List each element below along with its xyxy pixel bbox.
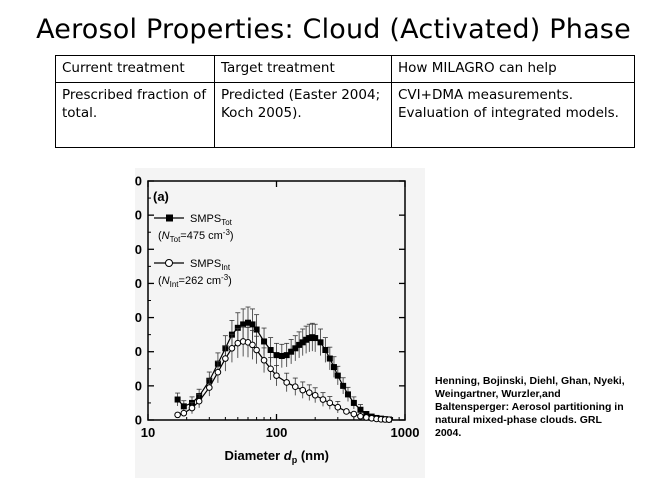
data-point-tot (180, 403, 187, 410)
y-tick-label: 1000 (135, 242, 142, 257)
data-point-tot (240, 321, 247, 328)
cell-target-treatment: Predicted (Easter 2004; Koch 2005). (214, 82, 392, 148)
x-tick-label: 10 (141, 425, 155, 440)
table-row: Prescribed fraction of total. Predicted … (55, 82, 635, 148)
data-point-tot (357, 406, 364, 413)
data-point-int (350, 410, 358, 418)
data-point-tot (306, 335, 313, 342)
data-point-tot (344, 391, 351, 398)
data-point-tot (322, 347, 329, 354)
header-current-treatment: Current treatment (55, 55, 215, 83)
data-point-int (283, 379, 290, 386)
y-tick-label: 1400 (135, 174, 142, 189)
data-point-int (174, 411, 181, 419)
data-point-int (180, 409, 188, 417)
data-point-tot (261, 338, 268, 345)
data-point-int (363, 414, 370, 421)
data-point-int (343, 408, 350, 415)
data-point-tot (174, 396, 181, 403)
x-tick-label: 100 (266, 425, 288, 440)
data-point-tot (234, 324, 241, 331)
y-tick-label: 200 (135, 378, 142, 393)
chart-background (135, 168, 425, 478)
data-point-tot (278, 352, 285, 359)
data-point-int (253, 346, 260, 354)
data-point-tot (326, 355, 333, 362)
data-point-tot (299, 339, 306, 346)
legend-note-tot: (NTot=475 cm-3) (158, 228, 234, 244)
legend-entry-int: SMPSInt (190, 258, 231, 272)
x-tick-label: 1000 (391, 425, 420, 440)
legend-marker-tot (166, 214, 173, 222)
data-point-int (249, 341, 256, 349)
data-point-tot (253, 326, 260, 333)
data-point-int (260, 356, 268, 364)
cell-milagro-help: CVI+DMA measurements. Evaluation of inte… (391, 82, 635, 148)
data-point-int (299, 386, 307, 394)
data-point-tot (244, 319, 251, 326)
citation-text: Henning, Bojinski, Diehl, Ghan, Nyeki, W… (435, 375, 625, 439)
cell-current-treatment: Prescribed fraction of total. (55, 82, 215, 148)
data-point-int (357, 412, 364, 420)
y-tick-label: 800 (135, 276, 142, 291)
y-tick-label: 1200 (135, 208, 142, 223)
data-point-tot (249, 321, 256, 328)
legend-entry-tot: SMPSTot (190, 213, 233, 227)
data-point-int (195, 397, 203, 405)
data-point-int (326, 399, 334, 407)
data-point-tot (350, 399, 357, 406)
legend-marker-int (165, 259, 173, 267)
data-point-tot (340, 382, 347, 389)
panel-label: (a) (153, 189, 169, 204)
data-point-tot (330, 364, 337, 371)
data-point-int (214, 368, 222, 376)
x-axis-label: Diameter dp (nm) (225, 448, 329, 465)
data-point-tot (296, 341, 303, 348)
data-point-int (334, 403, 342, 411)
treatment-table: Current treatment Target treatment How M… (55, 55, 635, 148)
data-point-tot (317, 339, 324, 346)
data-point-tot (363, 411, 370, 418)
data-point-tot (312, 335, 319, 342)
y-tick-label: 600 (135, 310, 142, 325)
data-point-int (311, 391, 319, 399)
data-point-tot (334, 372, 341, 379)
data-point-int (291, 383, 299, 391)
data-point-tot (283, 352, 290, 359)
data-point-int (319, 396, 327, 403)
data-point-tot (273, 352, 280, 359)
data-point-int (188, 404, 196, 412)
data-point-tot (288, 348, 295, 355)
y-tick-label: 0 (135, 413, 142, 428)
data-point-int (222, 355, 229, 362)
data-point-tot (267, 347, 274, 354)
data-point-int (306, 389, 313, 396)
data-point-tot (303, 336, 310, 343)
legend-note-int: (NInt=262 cm-3) (158, 273, 232, 289)
size-distribution-chart: 0 200 400 600 800 1000 1200 1400 10 100 1000 Diamet… (135, 168, 425, 478)
data-point-tot (292, 345, 299, 352)
y-tick-label: 400 (135, 344, 142, 359)
data-point-int (234, 339, 242, 347)
data-point-int (267, 365, 274, 373)
table-header-row: Current treatment Target treatment How M… (55, 55, 635, 83)
header-target-treatment: Target treatment (214, 55, 392, 83)
data-point-int (228, 345, 236, 352)
slide-title: Aerosol Properties: Cloud (Activated) Ph… (36, 14, 631, 45)
data-point-int (273, 372, 280, 379)
data-point-int (385, 416, 393, 423)
data-point-int (206, 384, 213, 391)
header-milagro-help: How MILAGRO can help (391, 55, 635, 83)
